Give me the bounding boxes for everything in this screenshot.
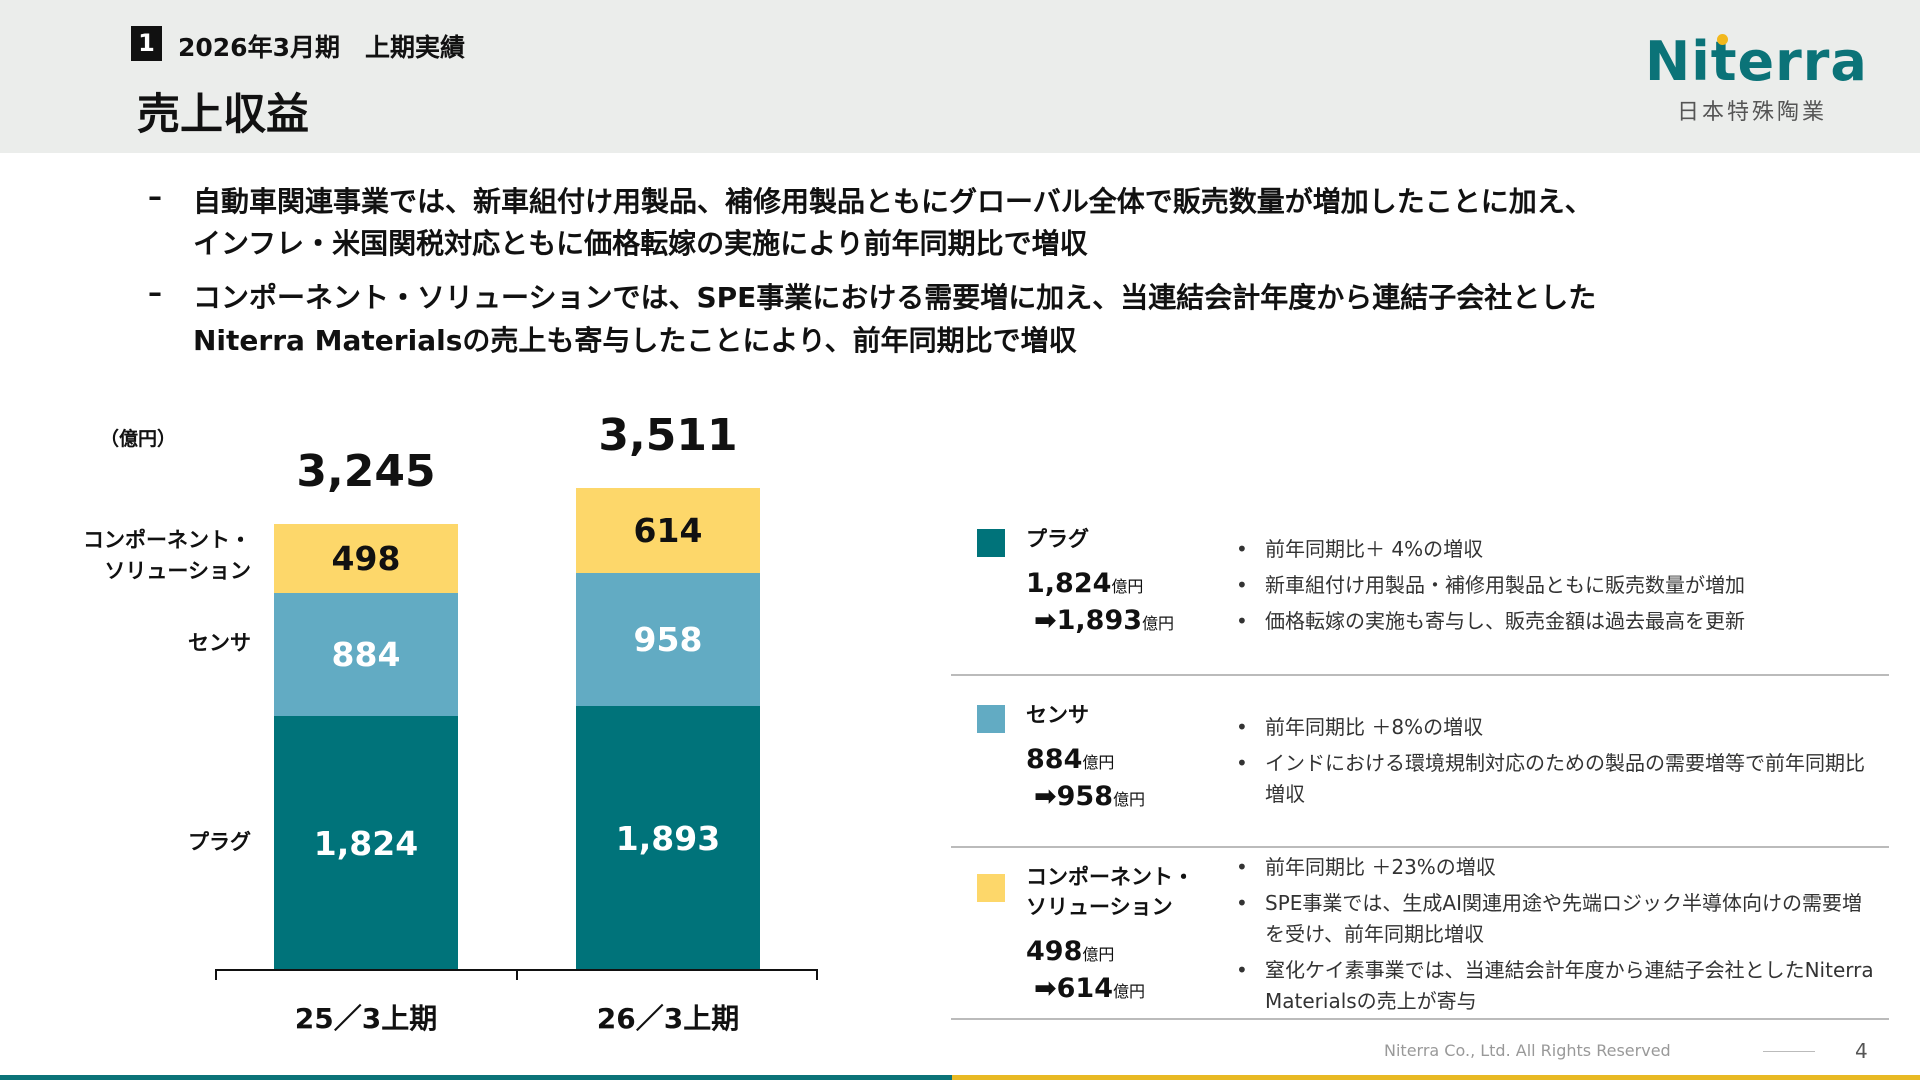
footer-stripe-teal <box>0 1075 952 1080</box>
total-label: 3,511 <box>598 409 738 461</box>
value-to: ➡614億円 <box>1034 973 1145 1004</box>
series-label-sensor: センサ <box>188 631 251 655</box>
data-label: 958 <box>633 620 703 660</box>
period-label: 2026年3月期 上期実績 <box>178 33 465 62</box>
dash: – <box>148 276 162 309</box>
axis-tick <box>816 969 818 980</box>
divider <box>951 846 1889 848</box>
note-item: インドにおける環境規制対応のための製品の需要増等で前年同期比増収 <box>1236 748 1876 810</box>
value-from: 884億円 <box>1026 744 1115 775</box>
divider <box>951 1018 1889 1020</box>
dash: – <box>148 180 162 213</box>
note-item: SPE事業では、生成AI関連用途や先端ロジック半導体向けの需要増を受け、前年同期… <box>1236 888 1876 950</box>
legend-notes: 前年同期比 ＋8%の増収インドにおける環境規制対応のための製品の需要増等で前年同… <box>1236 712 1876 815</box>
bullet-text: インフレ・米国関税対応ともに価格転嫁の実施により前年同期比で増収 <box>193 227 1088 260</box>
legend-name: プラグ <box>1026 527 1089 551</box>
page-title: 売上収益 <box>137 90 309 140</box>
legend-notes: 前年同期比＋ 4%の増収新車組付け用製品・補修用製品ともに販売数量が増加価格転嫁… <box>1236 534 1876 642</box>
value-from: 1,824億円 <box>1026 568 1144 599</box>
note-item: 価格転嫁の実施も寄与し、販売金額は過去最高を更新 <box>1236 606 1876 637</box>
legend-name: センサ <box>1026 703 1089 727</box>
data-label: 884 <box>331 635 401 675</box>
niterra-logo: Niterra <box>1645 30 1868 93</box>
legend-name: コンポーネント・ ソリューション <box>1026 865 1194 919</box>
note-item: 前年同期比＋ 4%の増収 <box>1236 534 1876 565</box>
logo-dot-icon <box>1717 34 1728 45</box>
legend-swatch <box>977 529 1005 557</box>
note-item: 前年同期比 ＋23%の増収 <box>1236 852 1876 883</box>
value-from: 498億円 <box>1026 936 1115 967</box>
footer-stripe-yellow <box>952 1075 1920 1080</box>
value-to: ➡1,893億円 <box>1034 605 1175 636</box>
page-number: 4 <box>1855 1039 1868 1063</box>
bar-segment-component: 498 <box>274 523 458 594</box>
section-badge: 1 <box>131 26 162 61</box>
category-label: 26／3上期 <box>596 1002 740 1035</box>
bar-segment-component: 614 <box>576 487 760 574</box>
bullet-text: コンポーネント・ソリューションでは、SPE事業における需要増に加え、当連結会計年… <box>193 281 1597 314</box>
data-label: 1,824 <box>313 823 419 863</box>
divider <box>951 674 1889 676</box>
series-label-plug: プラグ <box>188 830 251 854</box>
bar-segment-sensor: 884 <box>274 593 458 717</box>
series-label-component: コンポーネント・ ソリューション <box>83 528 251 583</box>
note-item: 前年同期比 ＋8%の増収 <box>1236 712 1876 743</box>
footer-line <box>1763 1051 1815 1052</box>
legend-swatch <box>977 705 1005 733</box>
header-band <box>0 0 1920 153</box>
bar-segment-plug: 1,893 <box>576 706 760 970</box>
data-label: 1,893 <box>615 818 721 858</box>
category-label: 25／3上期 <box>294 1002 438 1035</box>
copyright: Niterra Co., Ltd. All Rights Reserved <box>1384 1041 1671 1060</box>
note-item: 窒化ケイ素事業では、当連結会計年度から連結子会社としたNiterra Mater… <box>1236 955 1876 1017</box>
axis-tick <box>215 969 217 980</box>
unit-label: （億円） <box>100 428 177 450</box>
bar-segment-plug: 1,824 <box>274 716 458 970</box>
data-label: 498 <box>331 538 401 578</box>
data-label: 614 <box>633 510 703 550</box>
value-to: ➡958億円 <box>1034 781 1145 812</box>
note-item: 新車組付け用製品・補修用製品ともに販売数量が増加 <box>1236 570 1876 601</box>
bullet-text: 自動車関連事業では、新車組付け用製品、補修用製品ともにグローバル全体で販売数量が… <box>193 185 1593 218</box>
legend-swatch <box>977 874 1005 902</box>
axis-tick <box>516 969 518 980</box>
logo-subtitle: 日本特殊陶業 <box>1677 100 1828 125</box>
total-label: 3,245 <box>296 445 436 497</box>
legend-notes: 前年同期比 ＋23%の増収 SPE事業では、生成AI関連用途や先端ロジック半導体向… <box>1236 852 1876 1022</box>
bar-segment-sensor: 958 <box>576 573 760 707</box>
bullet-text: Niterra Materialsの売上も寄与したことにより、前年同期比で増収 <box>193 324 1077 357</box>
